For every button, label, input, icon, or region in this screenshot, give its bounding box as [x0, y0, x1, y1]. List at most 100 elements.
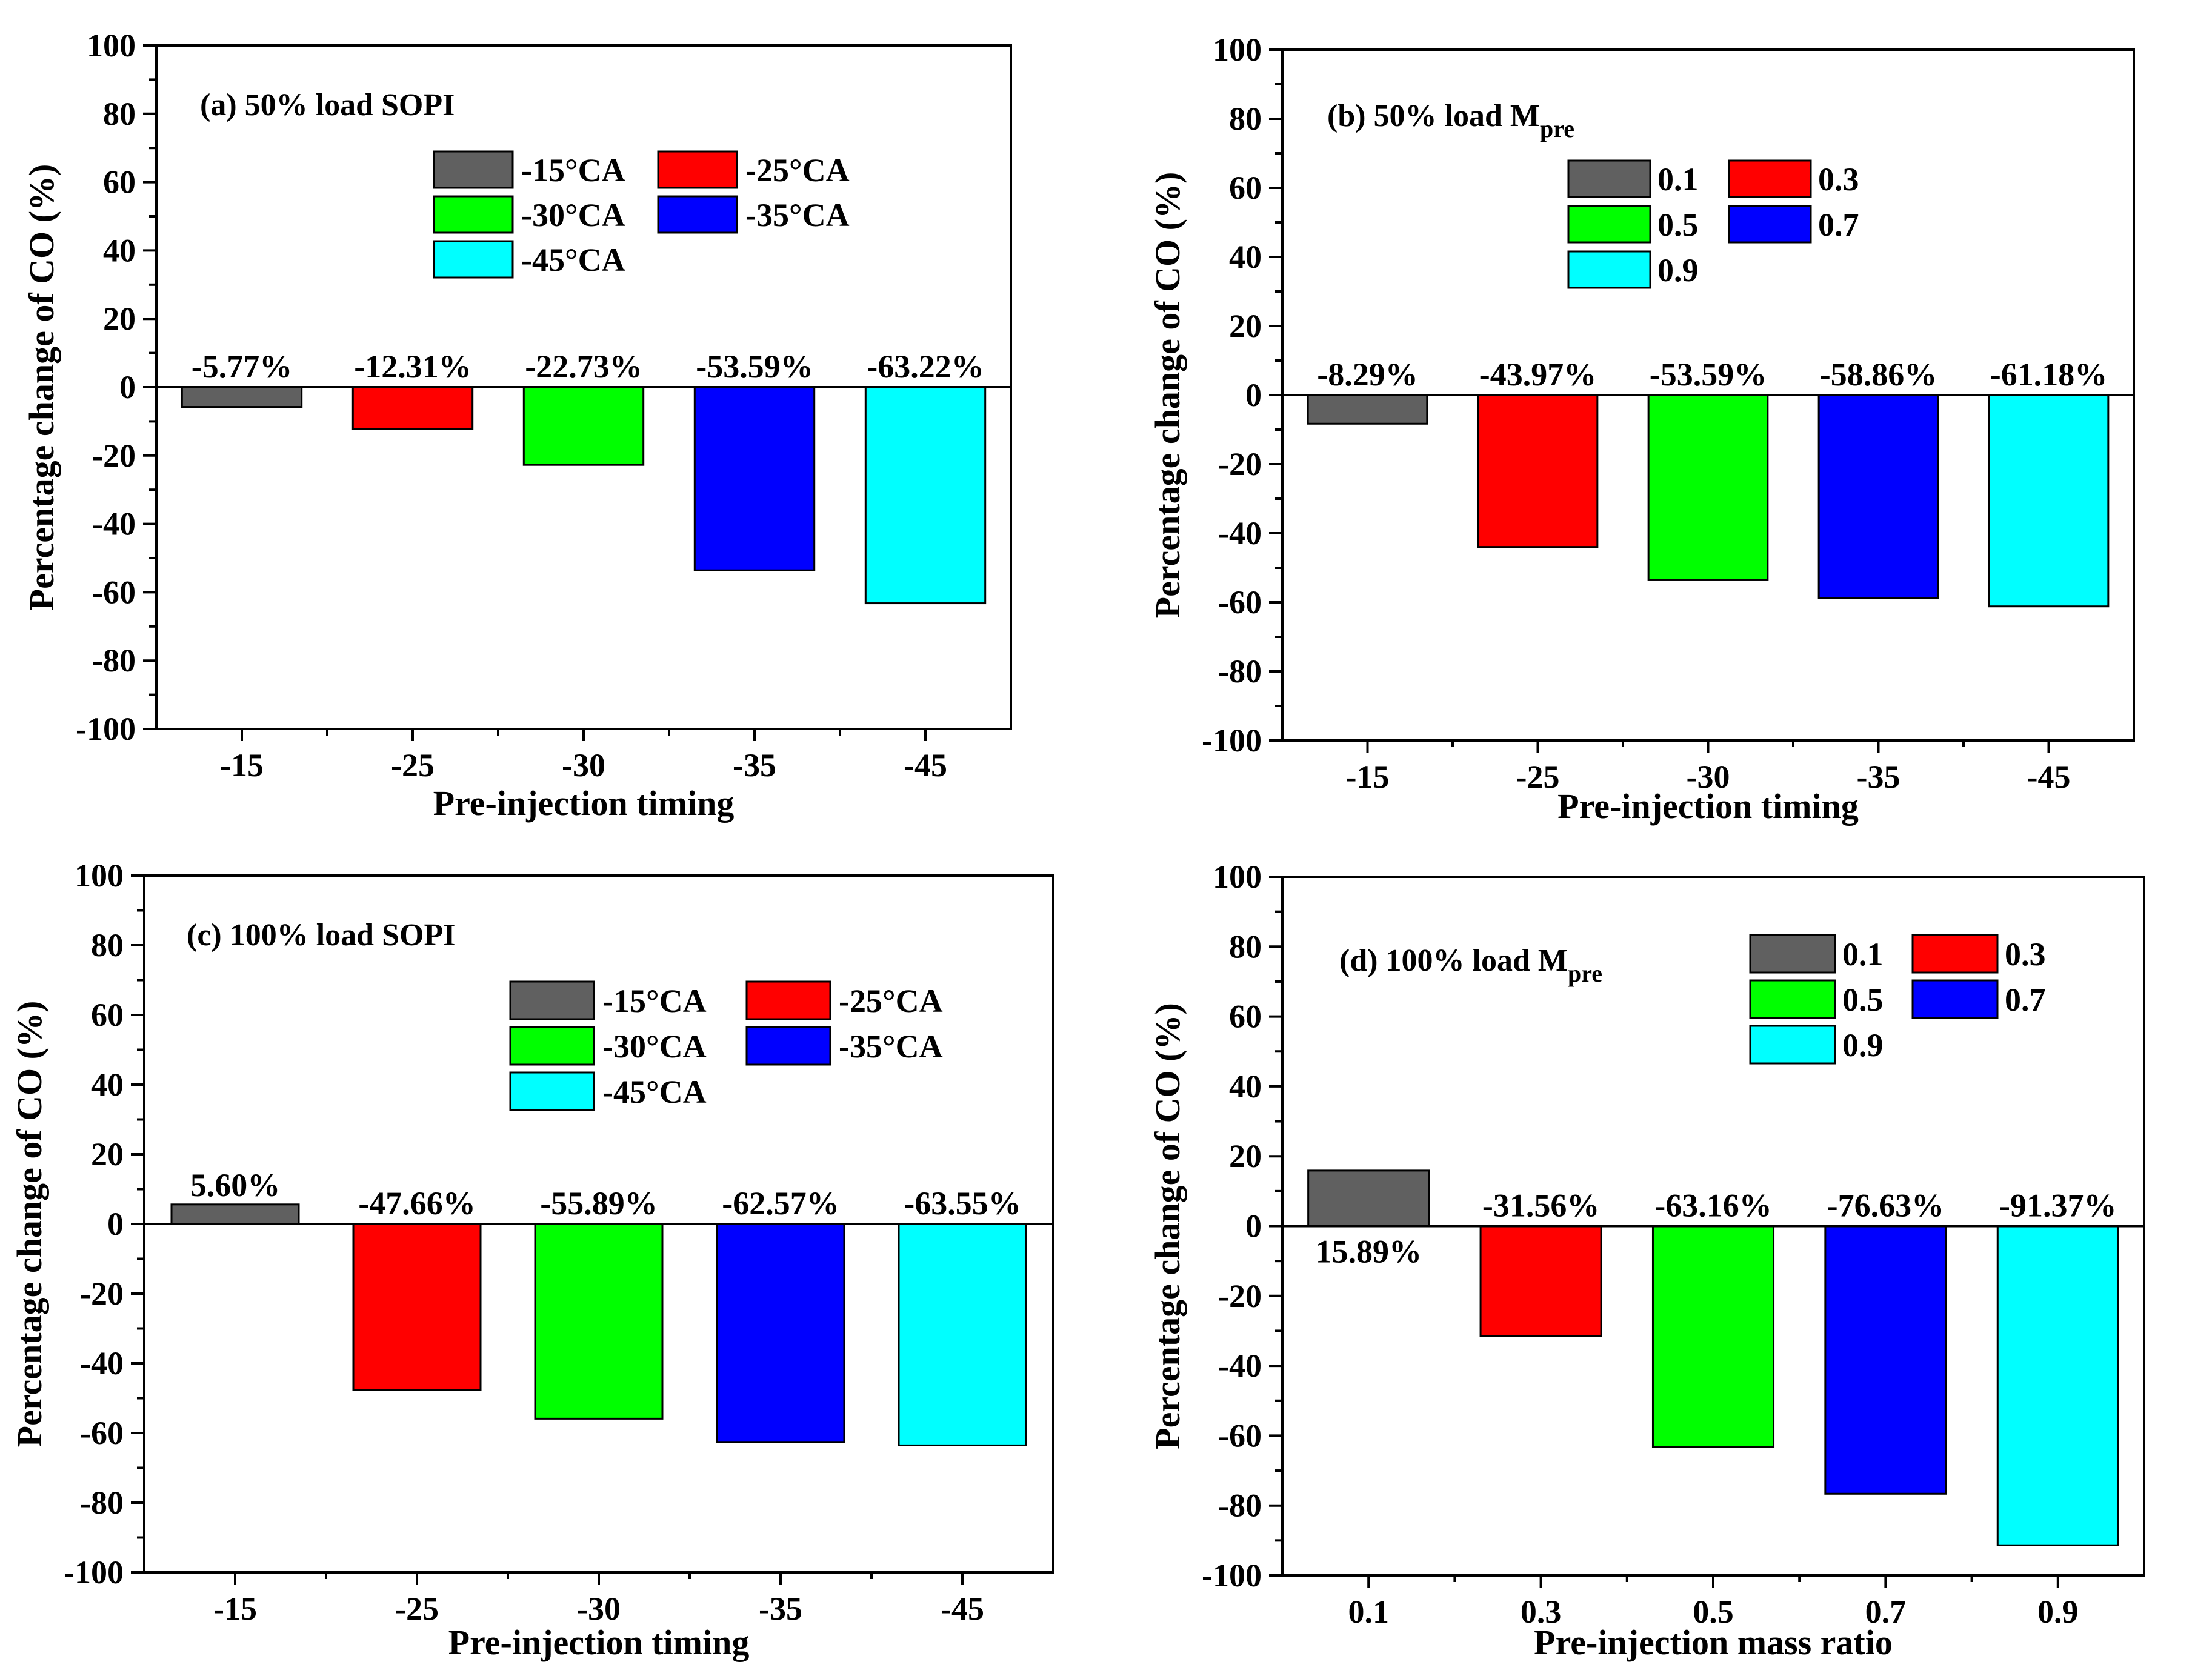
- data-label: -31.56%: [1482, 1188, 1599, 1224]
- legend-swatch: [509, 1026, 595, 1066]
- y-tick-label: 80: [91, 927, 124, 963]
- y-tick-label: 0: [1245, 377, 1262, 413]
- y-tick-label: -20: [1218, 446, 1262, 482]
- legend-swatch: [1749, 934, 1836, 974]
- y-tick-label: -100: [64, 1554, 124, 1591]
- chart-panel-b: 100 80 60 40 20 0 -20 -40 -60 -80 -100 -15 -25 -30 -35…: [1148, 32, 2135, 826]
- y-tick-label: 20: [1229, 1138, 1262, 1174]
- legend: 0.1 0.3 0.5 0.7 0.9: [1567, 159, 1859, 289]
- legend-label: -35°CA: [839, 1028, 943, 1065]
- y-tick-label: -20: [80, 1275, 124, 1312]
- data-label: -5.77%: [192, 348, 292, 385]
- panel-title-subscript: pre: [1568, 960, 1602, 987]
- x-tick-label: -25: [1516, 759, 1560, 795]
- legend-label: 0.3: [1818, 161, 1859, 198]
- x-tick-label: 0.3: [1521, 1594, 1562, 1630]
- y-tick-label: 0: [1245, 1208, 1262, 1245]
- legend-swatch: [1728, 159, 1812, 198]
- y-tick-label: 80: [103, 96, 136, 132]
- y-tick-label: -80: [1218, 653, 1262, 690]
- data-label: -22.73%: [525, 348, 642, 385]
- y-tick-label: 100: [1213, 32, 1262, 68]
- legend-swatch: [1749, 979, 1836, 1019]
- y-tick-label: 100: [75, 857, 124, 894]
- legend-label: -25°CA: [839, 983, 943, 1019]
- y-tick-label: 20: [103, 301, 136, 337]
- y-tick-label: -20: [1218, 1278, 1262, 1314]
- legend-label: 0.5: [1657, 207, 1699, 243]
- y-tick-label: -20: [92, 437, 136, 474]
- bar--45: [1988, 394, 2110, 608]
- panel-title: (b) 50% load Mpre: [1327, 99, 1574, 142]
- x-axis-title: Pre-injection mass ratio: [1534, 1623, 1893, 1662]
- legend-swatch: [509, 1071, 595, 1111]
- legend-swatch: [509, 980, 595, 1020]
- legend-label: 0.5: [1842, 982, 1884, 1018]
- legend-label: 0.9: [1842, 1027, 1884, 1063]
- bar--35: [693, 386, 816, 571]
- bar-0.3: [1479, 1225, 1602, 1337]
- bar-0.9: [1996, 1225, 2119, 1546]
- y-tick-label: 40: [103, 232, 136, 268]
- data-label: -76.63%: [1827, 1188, 1944, 1224]
- bar--25: [1477, 394, 1599, 548]
- legend-swatch: [745, 1026, 831, 1066]
- panel-title-main: (d) 100% load M: [1339, 943, 1568, 978]
- y-axis-title: Percentage change of CO (%): [10, 1001, 49, 1448]
- bar--30: [522, 386, 645, 466]
- x-axis-title: Pre-injection timing: [433, 783, 735, 823]
- y-tick-label: 20: [1229, 308, 1262, 344]
- legend: -15°CA -25°CA -30°CA -35°CA -45°CA: [509, 980, 943, 1111]
- x-axis-title: Pre-injection timing: [448, 1623, 750, 1662]
- y-tick-label: -80: [1218, 1488, 1262, 1524]
- bar--15: [181, 386, 303, 408]
- panel-title-main: (b) 50% load M: [1327, 99, 1540, 133]
- legend-swatch: [1567, 159, 1651, 198]
- legend-swatch: [657, 150, 738, 189]
- panel-title-main: (c) 100% load SOPI: [187, 918, 455, 953]
- data-label: -58.86%: [1820, 356, 1937, 393]
- y-axis-title: Percentage change of CO (%): [1148, 1003, 1187, 1449]
- x-tick-label: -35: [1857, 759, 1901, 795]
- y-tick-label: -100: [1202, 1557, 1262, 1594]
- panel-title: (c) 100% load SOPI: [187, 918, 455, 953]
- y-tick-label: -60: [1218, 1417, 1262, 1454]
- data-label: -12.31%: [354, 348, 471, 385]
- data-label: -61.18%: [1990, 356, 2107, 393]
- y-tick-label: -40: [1218, 1348, 1262, 1384]
- legend-label: 0.7: [1818, 207, 1859, 243]
- y-tick-label: -100: [76, 711, 136, 747]
- bar-0.5: [1651, 1225, 1775, 1448]
- chart-panel-c: 100 80 60 40 20 0 -20 -40 -60 -80 -100 -15 -25 -30 -35…: [10, 857, 1054, 1662]
- x-tick-label: -30: [1687, 759, 1730, 795]
- legend-swatch: [657, 195, 738, 234]
- x-tick-label: -15: [1346, 759, 1390, 795]
- x-tick-label: -45: [941, 1591, 984, 1627]
- legend-swatch: [1567, 205, 1651, 244]
- data-label: -55.89%: [540, 1185, 657, 1222]
- bar--15: [1307, 394, 1428, 425]
- y-tick-label: -60: [80, 1415, 124, 1451]
- x-tick-label: 0.1: [1348, 1594, 1389, 1630]
- y-tick-label: 60: [1229, 170, 1262, 206]
- data-label: -62.57%: [722, 1185, 839, 1222]
- y-tick-label: 40: [1229, 239, 1262, 275]
- y-tick-label: -40: [80, 1345, 124, 1382]
- y-tick-label: -60: [92, 574, 136, 610]
- chart-panel-d: 100 80 60 40 20 0 -20 -40 -60 -80 -100 0.1 0.3 0.5 0.7…: [1148, 859, 2145, 1662]
- x-tick-label: 0.7: [1865, 1594, 1907, 1630]
- x-tick-label: 0.9: [2037, 1594, 2079, 1630]
- y-tick-label: -80: [92, 642, 136, 679]
- legend-label: 0.9: [1657, 252, 1699, 288]
- bar--30: [534, 1223, 664, 1420]
- y-axis-title: Percentage change of CO (%): [1148, 172, 1187, 619]
- legend: 0.1 0.3 0.5 0.7 0.9: [1749, 934, 2046, 1065]
- legend-label: -45°CA: [602, 1074, 707, 1110]
- y-tick-label: 0: [107, 1206, 124, 1242]
- data-label: -63.16%: [1654, 1188, 1771, 1224]
- legend-label: 0.7: [2005, 982, 2046, 1018]
- data-label: 15.89%: [1315, 1234, 1422, 1270]
- y-tick-label: 80: [1229, 101, 1262, 137]
- y-tick-label: 20: [91, 1136, 124, 1172]
- y-tick-label: 60: [91, 997, 124, 1033]
